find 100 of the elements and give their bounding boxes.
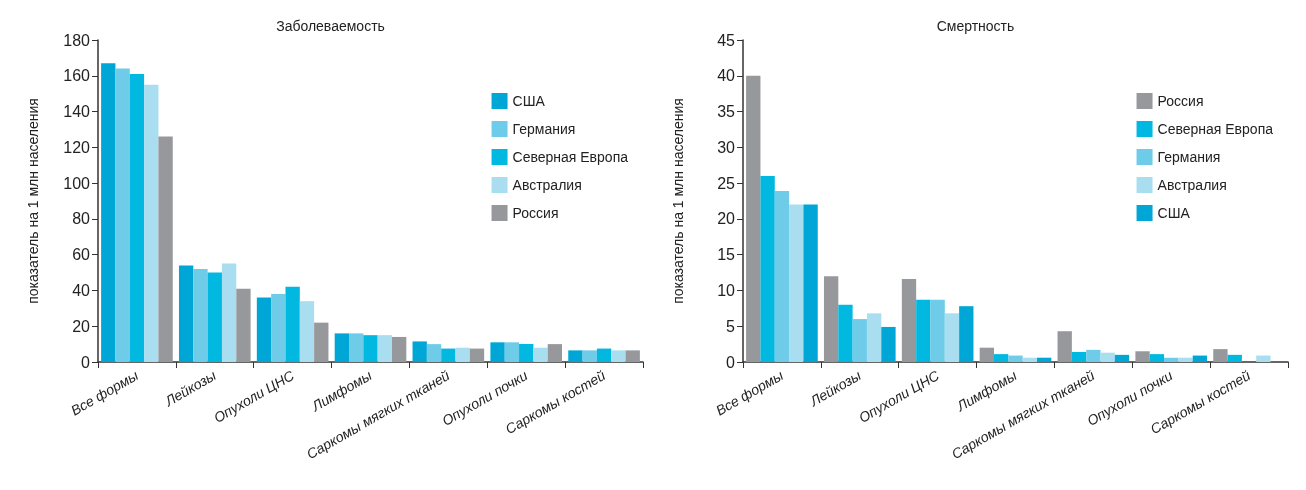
bar [256, 297, 272, 362]
bar [469, 348, 485, 362]
bar [596, 348, 612, 362]
legend-label: Германия [512, 121, 576, 137]
bar [774, 190, 790, 362]
y-tick-label: 0 [726, 353, 736, 371]
bar [979, 347, 995, 362]
bar [349, 333, 364, 362]
legend-label: Северная Европа [512, 149, 629, 165]
bar [178, 265, 194, 362]
y-tick-label: 20 [717, 210, 736, 228]
bar [959, 306, 974, 362]
y-tick-label: 35 [717, 103, 736, 121]
bar [1164, 357, 1179, 362]
bar [221, 263, 237, 362]
y-tick-label: 40 [72, 281, 91, 299]
bar [1114, 354, 1130, 362]
bar [823, 276, 839, 362]
bar [1086, 349, 1101, 362]
bar [1227, 354, 1242, 362]
bar [412, 341, 427, 362]
legend-label: Северная Европа [1157, 121, 1274, 137]
bar [1008, 355, 1023, 362]
bar [426, 344, 442, 362]
bar [625, 350, 640, 362]
bar [1135, 351, 1150, 362]
legend-label: США [512, 93, 546, 109]
bar [391, 336, 407, 362]
legend-label: США [1157, 205, 1191, 221]
bar [115, 68, 130, 362]
y-tick-label: 140 [63, 103, 91, 121]
y-tick-label: 20 [72, 317, 91, 335]
bar [129, 73, 145, 362]
legend-label: Россия [512, 205, 559, 221]
bar [838, 304, 853, 362]
bar [760, 175, 775, 362]
y-tick-label: 160 [63, 67, 91, 85]
bar [1213, 349, 1228, 362]
bar [1149, 354, 1165, 362]
bar [101, 63, 116, 362]
bar [490, 342, 505, 362]
legend-label: Австралия [512, 177, 582, 193]
y-axis-title: показатель на 1 млн населения [670, 98, 686, 304]
y-tick-label: 60 [72, 246, 91, 264]
bar [363, 335, 378, 362]
y-tick-label: 120 [63, 138, 91, 156]
bar [519, 344, 534, 362]
y-tick-label: 0 [81, 353, 91, 371]
bar [504, 342, 520, 362]
bar [207, 272, 222, 362]
bar [611, 350, 626, 362]
y-tick-label: 180 [63, 31, 91, 49]
y-axis-title: показатель на 1 млн населения [25, 98, 41, 304]
y-tick-label: 5 [726, 317, 736, 335]
bar [1036, 357, 1052, 362]
bar [1192, 355, 1208, 362]
bar [271, 294, 286, 362]
legend-label: Австралия [1157, 177, 1227, 193]
y-tick-label: 30 [717, 138, 736, 156]
chart-title: Смертность [936, 18, 1015, 34]
bar [1057, 331, 1072, 362]
chart-title: Заболеваемость [276, 18, 385, 34]
bar [1256, 355, 1271, 362]
bar [377, 335, 392, 362]
bar [582, 350, 597, 362]
bar [944, 313, 960, 362]
bar [144, 84, 159, 362]
bar [334, 333, 350, 362]
bar [866, 313, 882, 362]
bar [193, 268, 208, 362]
y-tick-label: 25 [717, 174, 736, 192]
bar [994, 354, 1009, 362]
bar [568, 350, 583, 362]
y-tick-label: 80 [72, 210, 91, 228]
bar [930, 299, 945, 362]
bar [158, 136, 173, 362]
bar [852, 319, 867, 362]
bar [1071, 351, 1087, 362]
bar [547, 344, 563, 362]
bar [455, 347, 470, 362]
legend-label: Германия [1157, 149, 1221, 165]
bar [236, 288, 251, 362]
bar [1022, 357, 1037, 362]
bar [746, 75, 761, 362]
bar [533, 347, 548, 362]
bar [1100, 352, 1115, 362]
y-tick-label: 15 [717, 246, 736, 264]
bar [803, 204, 818, 362]
bar [1178, 357, 1193, 362]
y-tick-label: 10 [717, 281, 736, 299]
y-tick-label: 100 [63, 174, 91, 192]
bar [314, 322, 329, 362]
y-tick-label: 45 [717, 31, 736, 49]
bar [901, 279, 917, 362]
legend-label: Россия [1157, 93, 1204, 109]
bar [916, 299, 931, 362]
bar [789, 204, 804, 362]
bar [441, 348, 456, 362]
bar [285, 286, 300, 362]
bar [299, 301, 315, 362]
